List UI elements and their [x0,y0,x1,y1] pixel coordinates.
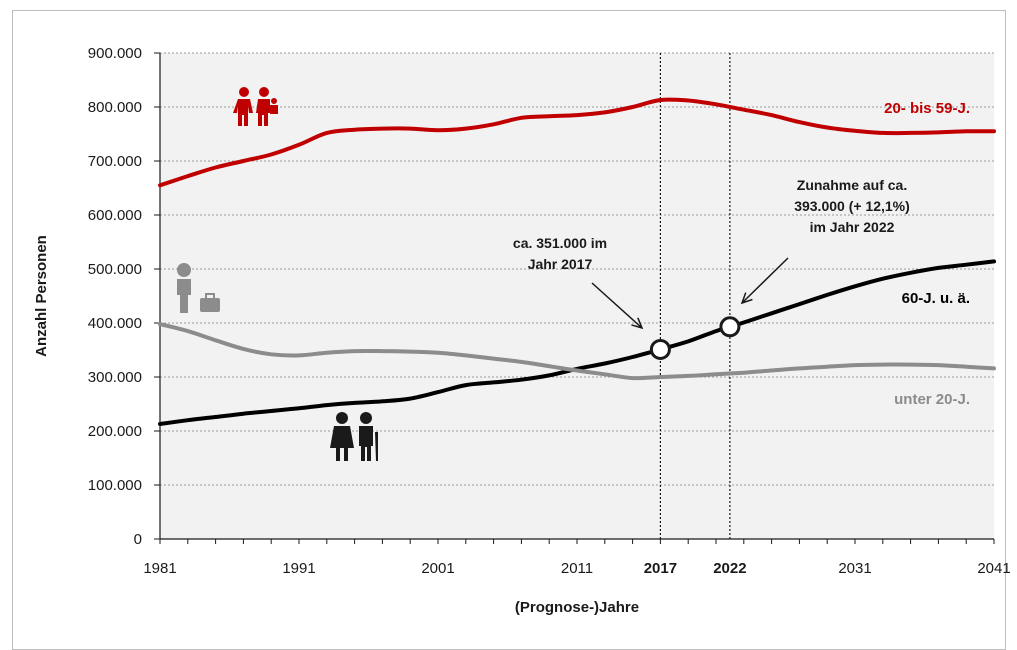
plot-area [160,53,994,539]
annotation-text: im Jahr 2022 [810,219,895,235]
y-tick-label: 500.000 [88,261,142,278]
x-tick-label: 2001 [421,560,454,577]
highlight-points [649,316,741,360]
annotation-text: 393.000 (+ 12,1%) [794,198,910,214]
y-tick-label: 100.000 [88,477,142,494]
x-tick-label: 2011 [561,560,593,577]
highlight-point-1 [719,316,741,338]
y-tick-label: 900.000 [88,45,142,62]
annotations: ca. 351.000 im Jahr 2017 Zunahme auf ca. 39… [513,177,910,330]
series-label-2: unter 20-J. [894,391,970,408]
series-label-1: 60-J. u. ä. [902,290,970,307]
x-tick-labels: 1981 1991 2001 2011 2017 2022 2031 2041 [143,560,1010,577]
series-line-2 [158,322,996,381]
annotation-arrow-line [741,257,789,304]
family-icon [233,87,278,126]
y-tick-labels: 0 100.000 200.000 300.000 400.000 500.000 600.… [88,45,142,548]
annotation-text: ca. 351.000 im [513,235,607,251]
y-tick-label: 300.000 [88,369,142,386]
annotation-arrow-head [740,292,753,305]
y-tick-label: 800.000 [88,99,142,116]
x-tick-label: 2022 [713,560,746,577]
annotation-arrow-line [591,282,643,329]
y-tick-label: 700.000 [88,153,142,170]
x-tick-label: 1991 [282,560,315,577]
y-axis-title: Anzahl Personen [33,235,50,357]
highlight-point-0 [649,338,671,360]
y-tick-label: 400.000 [88,315,142,332]
gridlines [160,52,994,486]
series-line-0 [158,97,996,188]
x-axis-title: (Prognose-)Jahre [515,599,639,616]
series-labels: 20- bis 59-J. 60-J. u. ä. unter 20-J. [884,100,970,408]
axes: (Prognose-)Jahre Anzahl Personen [33,52,995,616]
child-icon [177,263,220,313]
x-tick-label: 1981 [143,560,176,577]
series-line-1 [158,259,996,426]
annotation-text: Zunahme auf ca. [797,177,907,193]
x-tick-label: 2031 [838,560,871,577]
y-tick-label: 200.000 [88,423,142,440]
series-lines [158,97,996,426]
reference-lines [659,53,731,539]
series-label-0: 20- bis 59-J. [884,100,970,117]
elderly-couple-icon [330,412,378,461]
x-tick-label: 2017 [644,560,677,577]
population-line-chart: (Prognose-)Jahre Anzahl Personen 0 100.000… [33,45,1011,616]
annotation-arrow-head [631,317,644,330]
x-tick-label: 2041 [977,560,1010,577]
y-tick-label: 600.000 [88,207,142,224]
annotation-text: Jahr 2017 [528,256,593,272]
y-tick-label: 0 [134,531,142,548]
